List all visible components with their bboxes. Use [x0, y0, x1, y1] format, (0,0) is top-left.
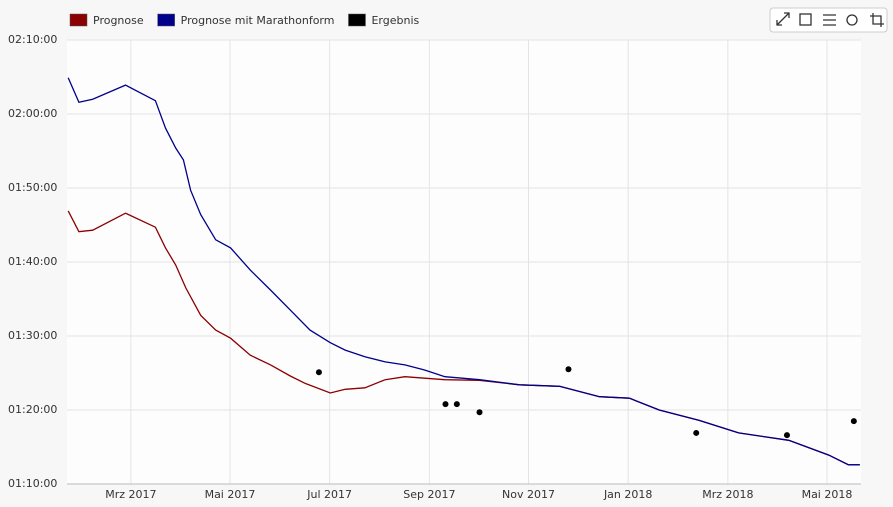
point — [783, 432, 790, 439]
y-tick-label: 01:10:00 — [8, 477, 57, 490]
fullscreen-button[interactable] — [776, 12, 790, 26]
x-tick-label: Jan 2018 — [603, 488, 652, 501]
legend-label: Prognose — [93, 14, 144, 27]
crop-button[interactable] — [870, 13, 884, 27]
point — [565, 366, 572, 373]
x-tick-label: Nov 2017 — [502, 488, 555, 501]
x-tick-label: Mrz 2018 — [702, 488, 753, 501]
legend: Prognose Prognose mit Marathonform Ergebni… — [69, 13, 420, 27]
y-tick-label: 01:30:00 — [8, 329, 57, 342]
y-tick-label: 02:10:00 — [8, 33, 57, 46]
legend-label: Prognose mit Marathonform — [181, 14, 335, 27]
target-button[interactable] — [846, 14, 858, 26]
legend-item[interactable]: Ergebnis — [348, 13, 420, 27]
point — [693, 429, 700, 436]
point — [453, 401, 460, 408]
legend-item[interactable]: Prognose — [69, 13, 144, 27]
y-tick-label: 01:40:00 — [8, 255, 57, 268]
list-button[interactable] — [823, 14, 836, 26]
point — [442, 401, 449, 408]
x-tick-label: Sep 2017 — [403, 488, 455, 501]
point — [476, 409, 483, 416]
legend-label: Ergebnis — [371, 14, 419, 27]
legend-swatch — [157, 13, 175, 27]
save-button[interactable] — [799, 13, 812, 26]
legend-item[interactable]: Prognose mit Marathonform — [157, 13, 335, 27]
x-tick-label: Mai 2017 — [205, 488, 256, 501]
x-tick-label: Jul 2017 — [306, 488, 352, 501]
y-tick-label: 01:20:00 — [8, 403, 57, 416]
toolbar — [769, 7, 888, 33]
y-tick-label: 01:50:00 — [8, 181, 57, 194]
line — [67, 77, 860, 466]
point — [850, 418, 857, 425]
x-tick-label: Mai 2018 — [802, 488, 853, 501]
y-tick-label: 02:00:00 — [8, 107, 57, 120]
legend-swatch — [69, 13, 88, 27]
legend-swatch — [348, 13, 366, 27]
point — [315, 369, 322, 376]
x-tick-label: Mrz 2017 — [105, 488, 156, 501]
